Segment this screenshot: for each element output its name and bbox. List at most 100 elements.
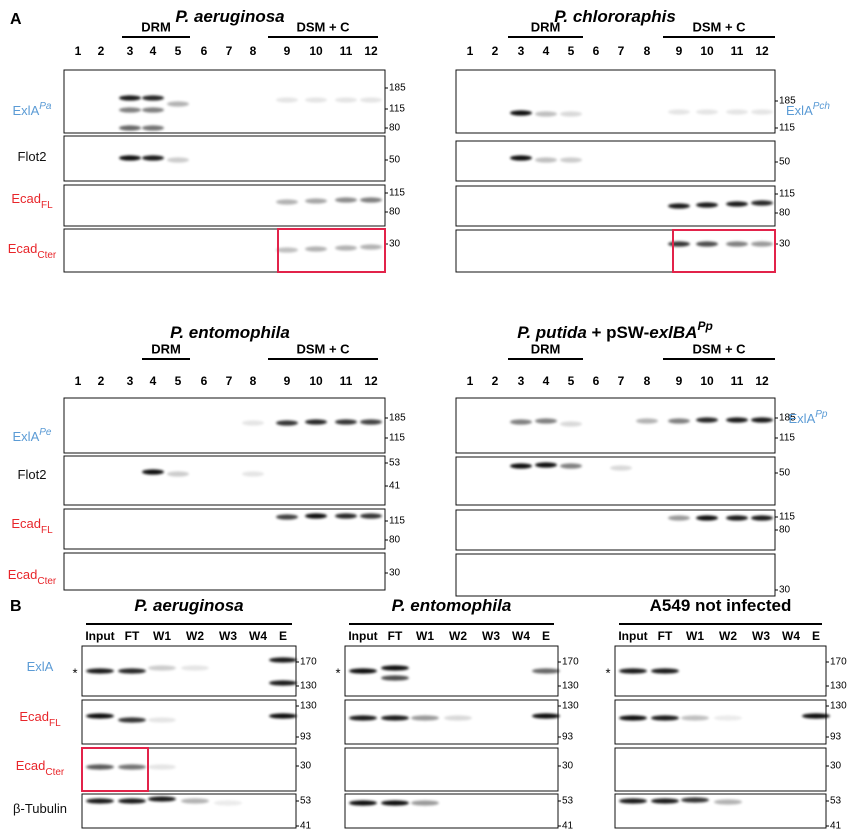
band <box>696 202 718 208</box>
lane-label: 4 <box>150 44 157 58</box>
lane-label: 6 <box>201 374 208 388</box>
marker-label: 185 <box>779 413 796 424</box>
row-label: Flot2 <box>18 467 47 482</box>
lane-label: W4 <box>249 629 267 643</box>
blot-frame <box>614 699 827 745</box>
lane-label: 3 <box>518 44 525 58</box>
blot-frame <box>344 699 559 745</box>
band <box>681 797 709 803</box>
marker-label: 185 <box>779 96 796 107</box>
band <box>118 717 146 723</box>
band <box>651 668 679 674</box>
blot-title: A549 not infected <box>650 596 792 615</box>
lane-label: W1 <box>153 629 171 643</box>
blot-frame <box>63 508 386 550</box>
band <box>510 155 532 161</box>
band <box>751 241 773 247</box>
lane-label: 1 <box>467 44 474 58</box>
band <box>167 101 189 107</box>
band <box>726 201 748 207</box>
blot-frame <box>81 645 297 697</box>
panel-label: B <box>10 598 22 615</box>
lane-label: 9 <box>284 374 291 388</box>
lane-label: Input <box>618 629 647 643</box>
marker-label: 170 <box>562 657 579 668</box>
band <box>305 246 327 252</box>
blot-title: P. entomophila <box>170 323 290 342</box>
band <box>142 155 164 161</box>
band <box>726 109 748 115</box>
group-label: DRM <box>531 341 561 356</box>
label-main: β-Tubulin <box>13 801 67 816</box>
band <box>349 800 377 806</box>
marker-label: 53 <box>562 796 574 807</box>
band <box>696 515 718 521</box>
band <box>381 675 409 681</box>
band <box>668 515 690 521</box>
lane-label: 6 <box>593 374 600 388</box>
label-sub: Cter <box>37 576 57 587</box>
band <box>535 462 557 468</box>
band <box>696 109 718 115</box>
band <box>714 715 742 721</box>
row-label: ExlAPch <box>786 101 830 118</box>
row-label: EcadFL <box>11 191 53 211</box>
marker-label: 130 <box>562 681 579 692</box>
band <box>696 241 718 247</box>
band <box>696 417 718 423</box>
band <box>276 97 298 103</box>
band <box>381 665 409 671</box>
band <box>242 420 264 426</box>
blot-frame <box>81 699 297 745</box>
band <box>335 197 357 203</box>
row-label: ExlA <box>27 659 54 674</box>
band <box>532 713 560 719</box>
band <box>681 715 709 721</box>
band <box>118 668 146 674</box>
band <box>510 463 532 469</box>
marker-label: 80 <box>389 123 401 134</box>
lane-label: FT <box>125 629 140 643</box>
band <box>751 109 773 115</box>
lane-label: FT <box>658 629 673 643</box>
marker-label: 41 <box>300 821 312 830</box>
lane-label: 12 <box>755 374 769 388</box>
marker-label: 115 <box>779 512 795 523</box>
band <box>305 419 327 425</box>
band <box>360 513 382 519</box>
title-part: Pp <box>697 319 712 333</box>
band <box>86 798 114 804</box>
band <box>276 199 298 205</box>
lane-label: 1 <box>75 374 82 388</box>
band <box>510 419 532 425</box>
group-label: DSM + C <box>296 341 350 356</box>
band <box>532 668 560 674</box>
lane-label: 5 <box>568 44 575 58</box>
highlight-box <box>81 747 149 792</box>
row-label: ExlAPe <box>13 427 52 444</box>
band <box>651 715 679 721</box>
lane-label: Input <box>85 629 114 643</box>
band <box>668 418 690 424</box>
marker-label: 185 <box>389 413 406 424</box>
band <box>269 657 297 663</box>
marker-label: 53 <box>830 796 842 807</box>
band <box>444 715 472 721</box>
row-label: EcadFL <box>19 709 61 729</box>
marker-label: 115 <box>389 433 405 444</box>
band <box>276 420 298 426</box>
lane-label: 4 <box>543 374 550 388</box>
lane-label: 6 <box>593 44 600 58</box>
lane-label: 7 <box>618 44 625 58</box>
marker-label: 41 <box>830 821 842 830</box>
band <box>360 244 382 250</box>
marker-label: 50 <box>779 157 791 168</box>
lane-label: Input <box>348 629 377 643</box>
band <box>668 203 690 209</box>
marker-label: 53 <box>389 458 401 469</box>
band <box>610 465 632 471</box>
band <box>751 200 773 206</box>
row-label: ExlAPa <box>13 101 52 118</box>
lane-label: 8 <box>644 374 651 388</box>
blot-frame <box>63 184 386 227</box>
